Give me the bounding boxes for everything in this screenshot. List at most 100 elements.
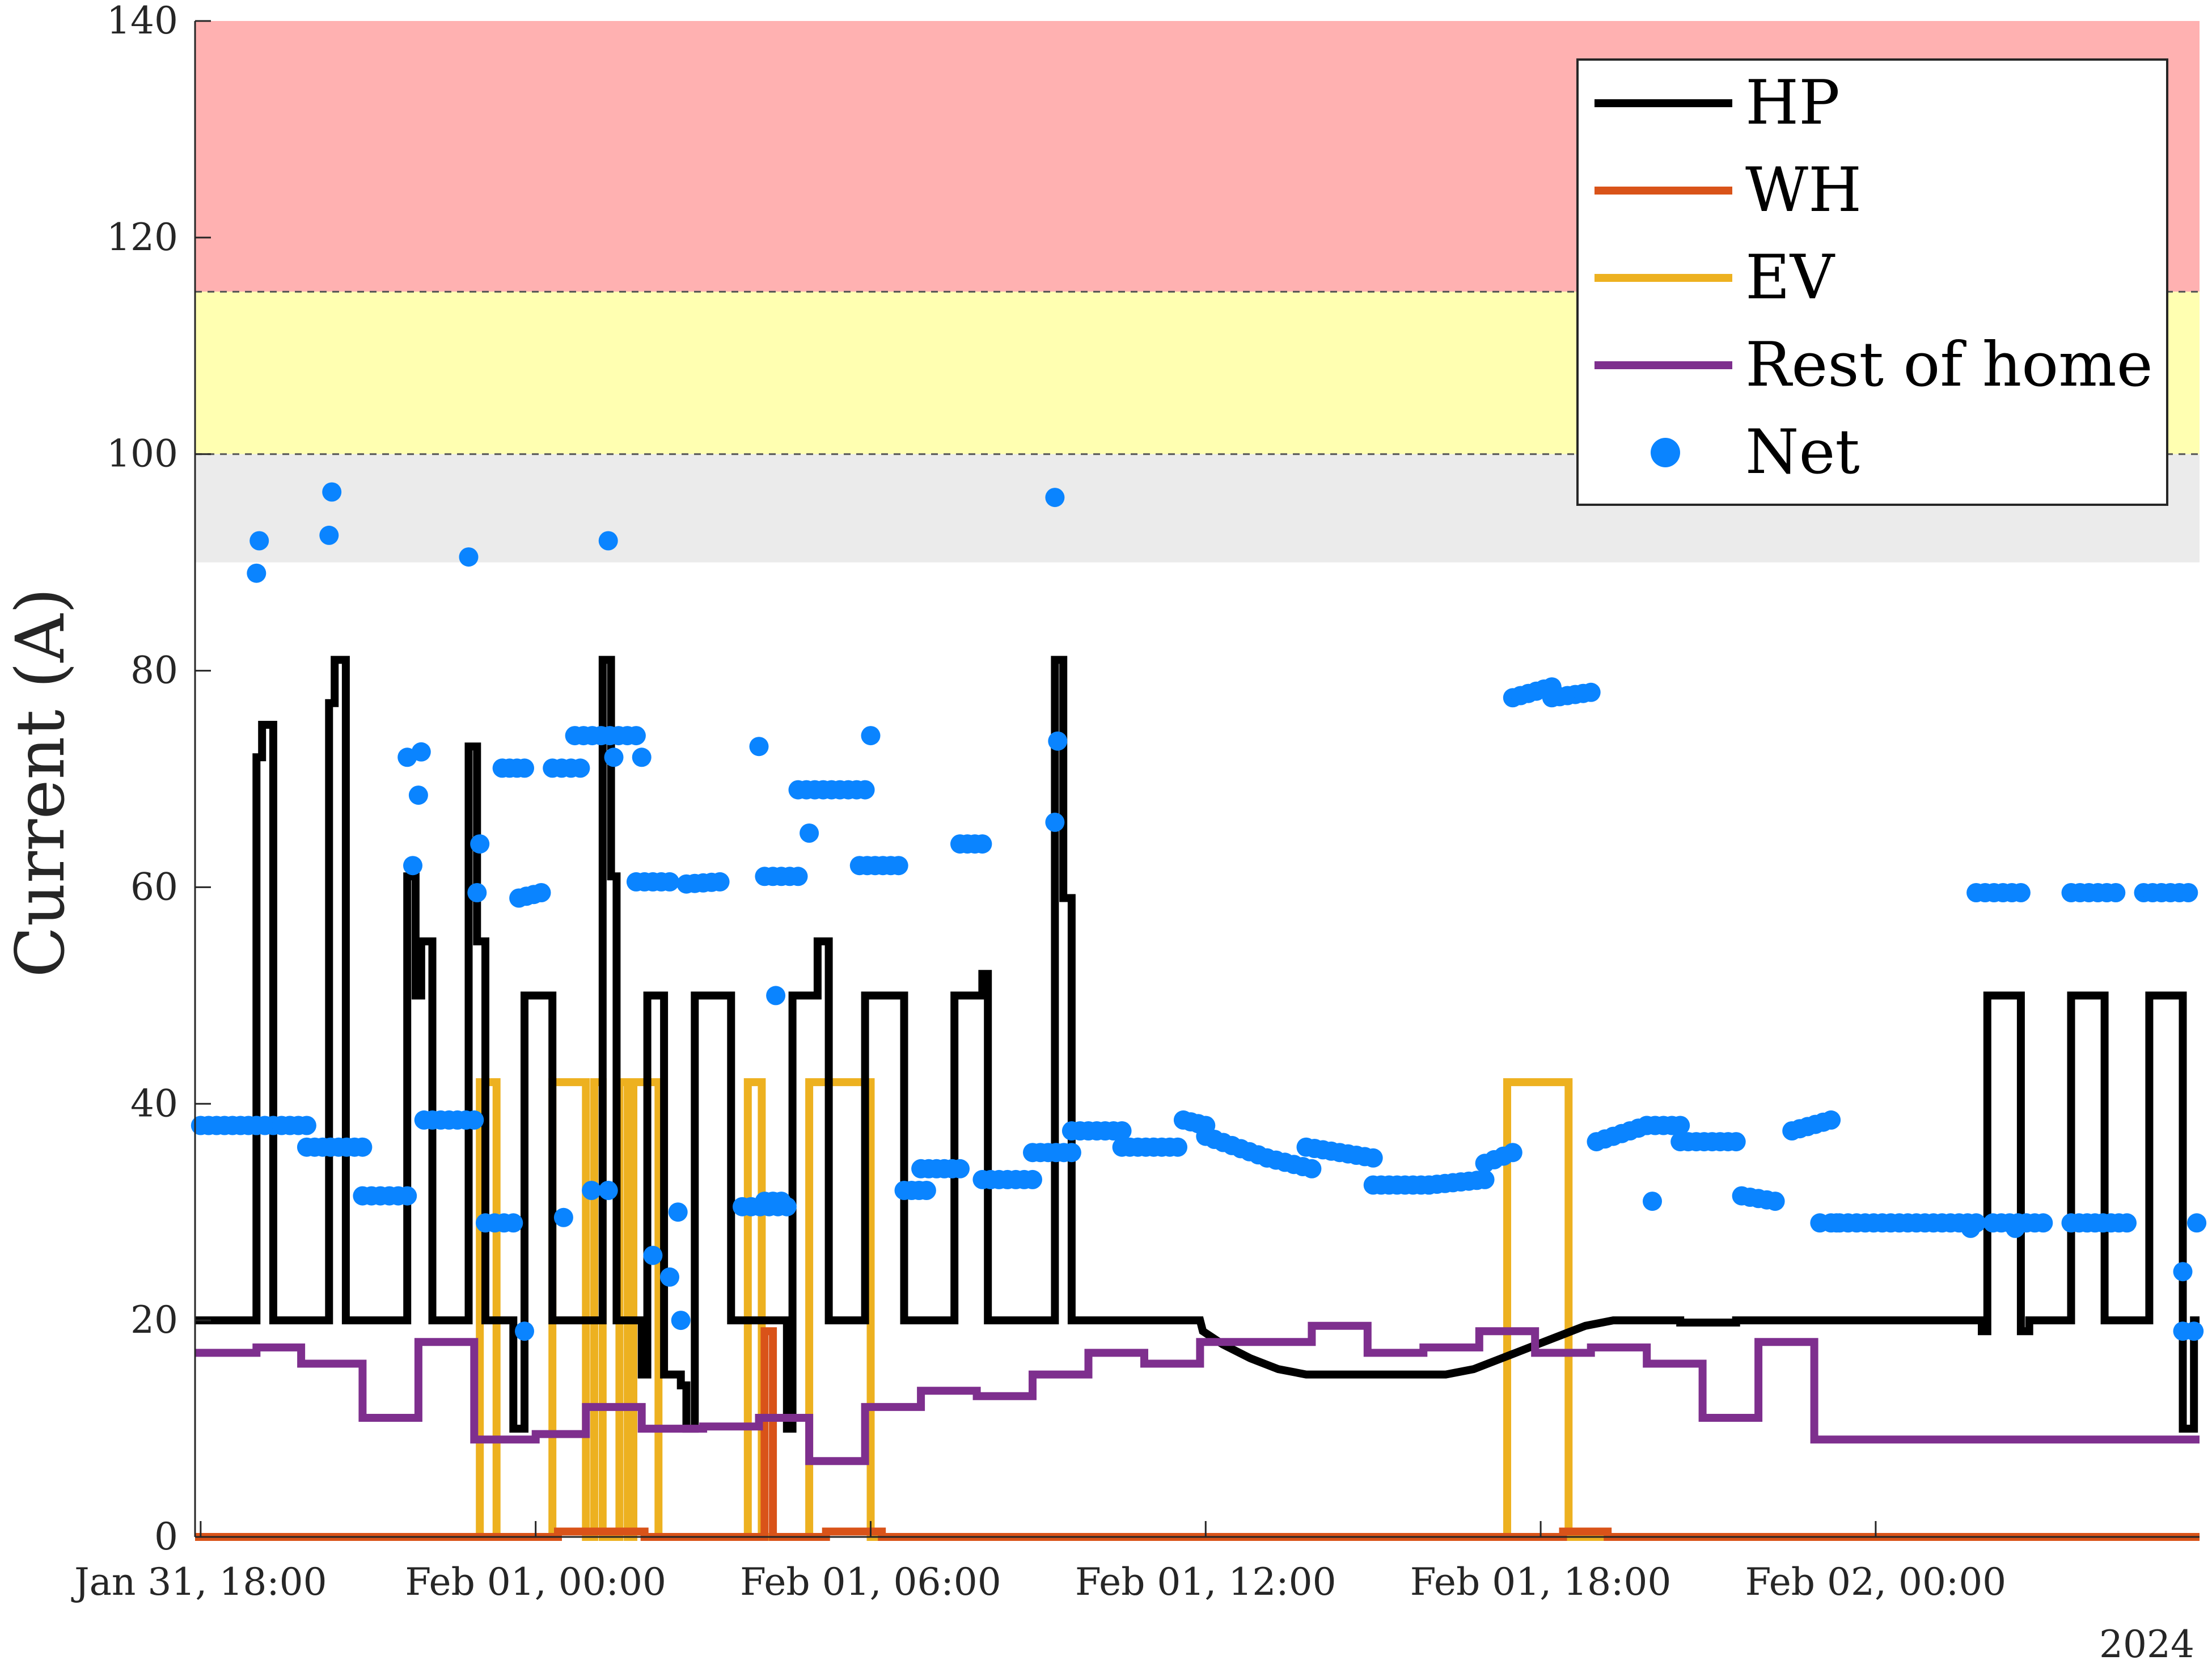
net-point bbox=[247, 563, 267, 583]
y-tick-label: 140 bbox=[107, 0, 178, 43]
x-tick-label: Feb 02, 00:00 bbox=[1745, 1560, 2007, 1604]
net-point bbox=[916, 1181, 936, 1200]
y-tick-label: 40 bbox=[130, 1082, 178, 1125]
x-tick-label: Feb 01, 18:00 bbox=[1410, 1560, 1672, 1604]
y-tick-label: 20 bbox=[130, 1298, 178, 1342]
net-point bbox=[1112, 1121, 1132, 1141]
net-point bbox=[2106, 883, 2126, 902]
net-point bbox=[1581, 682, 1601, 702]
legend-item-rest-of-home: Rest of home bbox=[1594, 330, 2153, 400]
y-tick-label: 0 bbox=[154, 1515, 178, 1558]
net-point bbox=[710, 872, 730, 892]
axes bbox=[194, 20, 2200, 1538]
net-point bbox=[2011, 883, 2031, 902]
net-point bbox=[319, 525, 339, 545]
legend-marker-net bbox=[1651, 438, 1680, 467]
y-tick-label: 60 bbox=[130, 865, 178, 909]
net-point bbox=[671, 1311, 691, 1330]
net-point bbox=[2173, 1262, 2193, 1282]
net-point bbox=[297, 1116, 316, 1135]
net-point bbox=[353, 1137, 373, 1157]
net-point bbox=[788, 867, 808, 886]
net-point bbox=[861, 726, 881, 746]
net-point bbox=[2117, 1213, 2137, 1233]
net-point bbox=[459, 547, 479, 567]
net-point bbox=[800, 823, 819, 843]
tick-labels: 0 20 40 60 80 100 120 140 Jan 31, 18:00 Feb 01, 0… bbox=[71, 0, 2006, 1604]
net-point bbox=[1048, 731, 1068, 751]
net-point bbox=[397, 1186, 417, 1206]
net-point bbox=[570, 758, 590, 778]
net-point bbox=[1821, 1110, 1841, 1130]
legend-label-ev: EV bbox=[1745, 242, 1835, 313]
legend-label-hp: HP bbox=[1745, 67, 1840, 138]
legend-box bbox=[1576, 58, 2168, 506]
net-point bbox=[668, 1202, 688, 1222]
net-point bbox=[464, 1110, 484, 1130]
net-point bbox=[470, 834, 490, 854]
net-point bbox=[2184, 1321, 2204, 1341]
legend-item-wh: WH bbox=[1594, 155, 1862, 226]
net-point bbox=[531, 883, 551, 902]
net-point bbox=[889, 856, 908, 876]
net-point bbox=[1765, 1192, 1785, 1211]
series-line-rest-of-home bbox=[195, 1321, 2200, 1465]
net-point bbox=[598, 531, 618, 551]
x-tick-label: Jan 31, 18:00 bbox=[71, 1560, 327, 1604]
net-point bbox=[1302, 1159, 1322, 1179]
series-layer bbox=[191, 482, 2207, 1541]
y-tick-label: 100 bbox=[107, 432, 178, 476]
net-point bbox=[1670, 1116, 1690, 1135]
legend-label-net: Net bbox=[1745, 417, 1860, 488]
net-point bbox=[2033, 1213, 2053, 1233]
legend-label-rest-of-home: Rest of home bbox=[1745, 330, 2153, 400]
net-point bbox=[504, 1213, 523, 1233]
series-hp bbox=[195, 656, 2200, 1433]
net-point bbox=[972, 834, 992, 854]
net-point bbox=[1827, 1213, 1846, 1233]
net-point bbox=[1045, 488, 1065, 508]
series-rest-of-home bbox=[195, 1321, 2200, 1465]
net-point bbox=[582, 1181, 602, 1200]
net-point bbox=[1045, 812, 1065, 832]
net-point bbox=[553, 1207, 573, 1227]
legend-item-ev: EV bbox=[1594, 242, 1835, 313]
series-line-hp bbox=[195, 656, 2200, 1433]
net-point bbox=[626, 726, 646, 746]
legend: HP WH EV Rest of home Net bbox=[1576, 58, 2168, 506]
series-net bbox=[191, 482, 2207, 1341]
net-point bbox=[408, 785, 428, 805]
legend-item-net: Net bbox=[1651, 417, 1860, 488]
threshold-lines bbox=[195, 290, 2200, 455]
net-point bbox=[749, 737, 769, 757]
series-line-ev bbox=[195, 1078, 2200, 1541]
series-ev bbox=[195, 1078, 2200, 1541]
net-point bbox=[2179, 883, 2198, 902]
net-point bbox=[249, 531, 269, 551]
net-point bbox=[766, 986, 786, 1006]
net-point bbox=[403, 856, 422, 876]
net-point bbox=[515, 758, 534, 778]
net-point bbox=[660, 1267, 679, 1287]
net-point bbox=[1726, 1132, 1746, 1152]
net-point bbox=[771, 1192, 791, 1211]
net-point bbox=[515, 1321, 534, 1341]
x-tick-label: Feb 01, 00:00 bbox=[405, 1560, 666, 1604]
net-point bbox=[1363, 1148, 1383, 1168]
net-point bbox=[855, 780, 875, 800]
net-point bbox=[1643, 1192, 1662, 1211]
net-point bbox=[660, 872, 679, 892]
net-point bbox=[1961, 1218, 1981, 1238]
net-point bbox=[1168, 1137, 1187, 1157]
net-point bbox=[604, 747, 624, 767]
net-point bbox=[632, 747, 652, 767]
net-point bbox=[411, 742, 431, 762]
net-point bbox=[467, 883, 487, 902]
legend-label-wh: WH bbox=[1745, 155, 1862, 226]
legend-item-hp: HP bbox=[1594, 67, 1840, 138]
net-point bbox=[1503, 1143, 1522, 1163]
net-point bbox=[643, 1245, 663, 1265]
net-point bbox=[1061, 1143, 1081, 1163]
y-axis-title: Current (A) bbox=[1, 588, 79, 977]
